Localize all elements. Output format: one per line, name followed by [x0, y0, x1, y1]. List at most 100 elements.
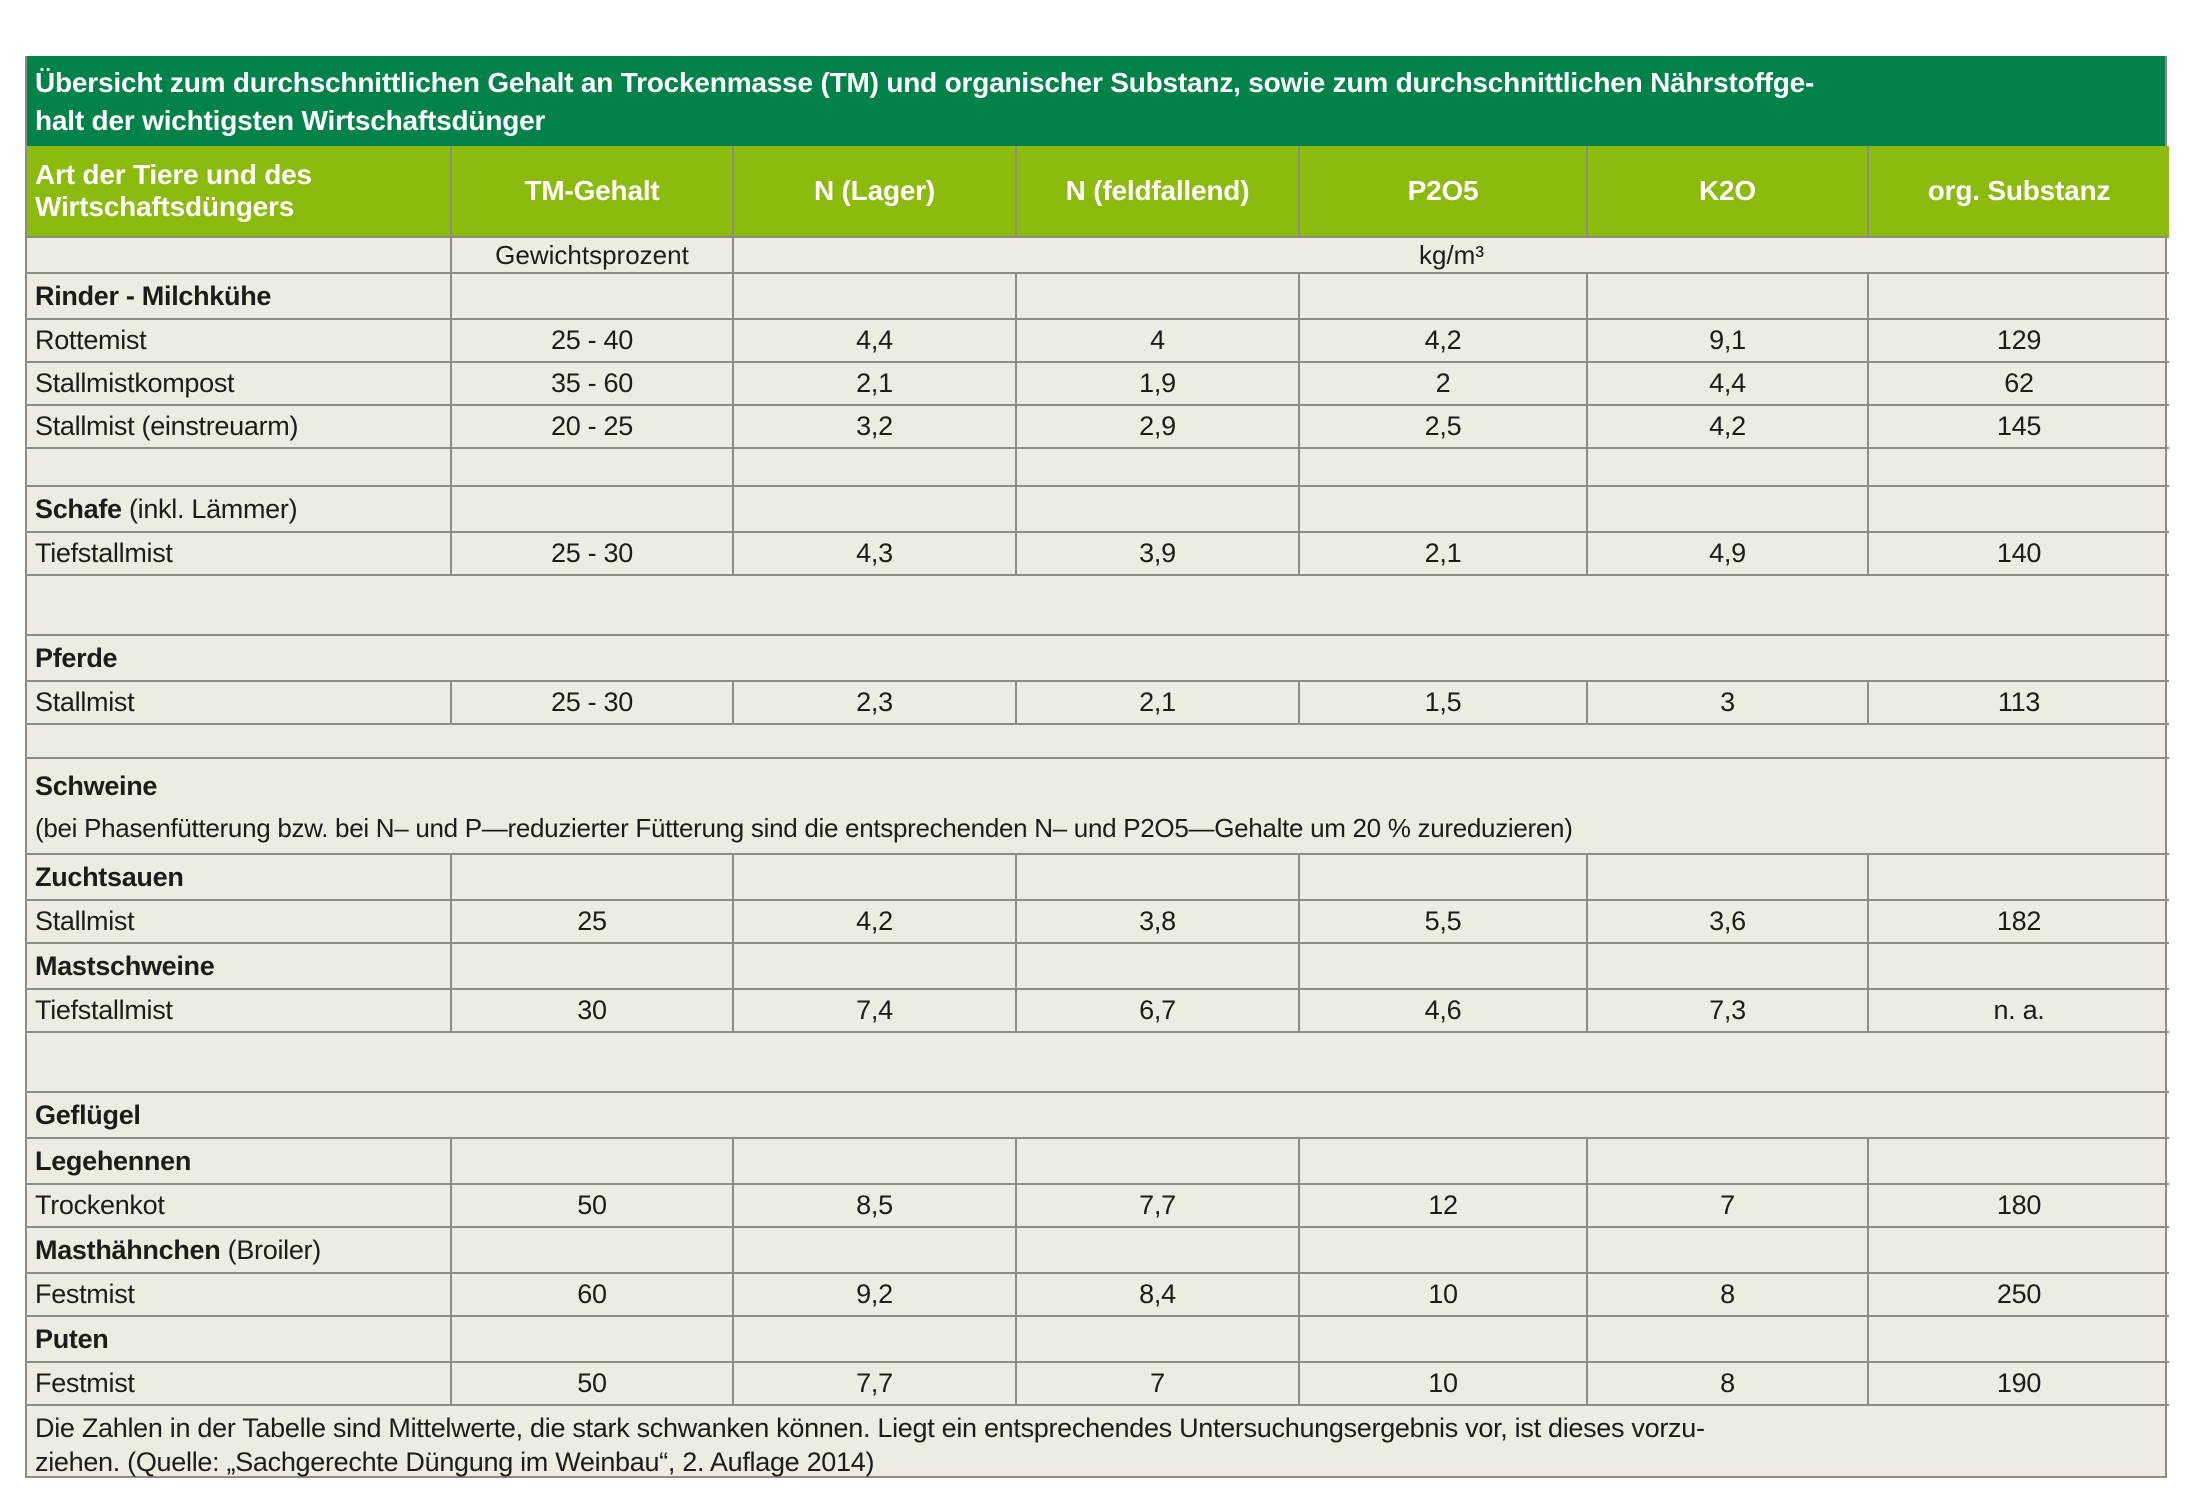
empty-cell [27, 449, 450, 487]
empty-cell [1298, 449, 1586, 487]
empty-cell [1867, 487, 2169, 533]
empty-cell [1015, 274, 1298, 320]
section-row: Schafe (inkl. Lämmer) [27, 487, 2169, 533]
value-cell: 129 [1867, 320, 2169, 363]
section-row: Zuchtsauen [27, 855, 2169, 901]
data-row: Tiefstallmist 30 7,4 6,7 4,6 7,3 n. a. [27, 990, 2169, 1033]
value-cell: 9,1 [1586, 320, 1867, 363]
value-cell: 60 [450, 1274, 732, 1317]
column-header-n-feldfallend: N (feldfallend) [1015, 146, 1298, 238]
value-cell: 140 [1867, 533, 2169, 576]
value-cell: 25 - 40 [450, 320, 732, 363]
column-header-animal-type: Art der Tiere und des Wirtschaftsdüngers [27, 146, 450, 238]
nutrient-table: Art der Tiere und des Wirtschaftsdüngers… [27, 146, 2169, 1406]
data-row: Festmist 60 9,2 8,4 10 8 250 [27, 1274, 2169, 1317]
data-row: Trockenkot 50 8,5 7,7 12 7 180 [27, 1185, 2169, 1228]
empty-cell [450, 1228, 732, 1274]
value-cell: 9,2 [732, 1274, 1015, 1317]
value-cell: n. a. [1867, 990, 2169, 1033]
empty-cell [1298, 1139, 1586, 1185]
units-empty-cell [27, 238, 450, 274]
value-cell: 4,2 [732, 901, 1015, 944]
empty-cell [1867, 1139, 2169, 1185]
value-cell: 2 [1298, 363, 1586, 406]
empty-cell [450, 487, 732, 533]
value-cell: 7,7 [1015, 1185, 1298, 1228]
spacer-row [27, 449, 2169, 487]
animal-group-cell: Pferde [27, 636, 2169, 682]
table-footnote: Die Zahlen in der Tabelle sind Mittelwer… [27, 1406, 2165, 1477]
value-cell: 10 [1298, 1274, 1586, 1317]
value-cell: 7,7 [732, 1363, 1015, 1406]
value-cell: 30 [450, 990, 732, 1033]
empty-cell [1867, 944, 2169, 990]
empty-cell [1586, 487, 1867, 533]
manure-type-cell: Stallmistkompost [27, 363, 450, 406]
column-header-tm-gehalt: TM-Gehalt [450, 146, 732, 238]
empty-cell [1298, 855, 1586, 901]
empty-cell [1586, 274, 1867, 320]
animal-group-label: Geflügel [35, 1099, 141, 1130]
data-row: Rottemist 25 - 40 4,4 4 4,2 9,1 129 [27, 320, 2169, 363]
animal-group-label: Mastschweine [35, 950, 215, 981]
empty-cell [1867, 274, 2169, 320]
footnote-line1: Die Zahlen in der Tabelle sind Mittelwer… [35, 1413, 1705, 1443]
section-row: Mastschweine [27, 944, 2169, 990]
empty-cell [1867, 1228, 2169, 1274]
data-row: Festmist 50 7,7 7 10 8 190 [27, 1363, 2169, 1406]
value-cell: 10 [1298, 1363, 1586, 1406]
empty-cell [1867, 855, 2169, 901]
value-cell: 3,6 [1586, 901, 1867, 944]
animal-group-label: Puten [35, 1323, 109, 1354]
empty-cell [732, 1317, 1015, 1363]
empty-cell [732, 855, 1015, 901]
empty-cell [1015, 944, 1298, 990]
empty-cell [450, 274, 732, 320]
column-header-n-lager: N (Lager) [732, 146, 1015, 238]
value-cell: 12 [1298, 1185, 1586, 1228]
section-row: Pferde [27, 636, 2169, 682]
manure-type-cell: Rottemist [27, 320, 450, 363]
value-cell: 8 [1586, 1363, 1867, 1406]
value-cell: 25 - 30 [450, 533, 732, 576]
animal-group-suffix: (Broiler) [220, 1234, 322, 1265]
animal-group-label: Schweine [35, 771, 158, 801]
section-row: Rinder - Milchkühe [27, 274, 2169, 320]
value-cell: 3 [1586, 682, 1867, 725]
value-cell: 3,8 [1015, 901, 1298, 944]
value-cell: 2,1 [732, 363, 1015, 406]
animal-group-label: Schafe [35, 493, 122, 524]
value-cell: 2,5 [1298, 406, 1586, 449]
animal-group-cell: Masthähnchen (Broiler) [27, 1228, 450, 1274]
table-title-banner: Übersicht zum durchschnittlichen Gehalt … [27, 56, 2165, 146]
value-cell: 7,3 [1586, 990, 1867, 1033]
empty-cell [1298, 487, 1586, 533]
animal-group-suffix: (inkl. Lämmer) [121, 493, 298, 524]
units-row: Gewichtsprozent kg/m³ [27, 238, 2169, 274]
spacer-row [27, 576, 2169, 636]
value-cell: 4,9 [1586, 533, 1867, 576]
value-cell: 7,4 [732, 990, 1015, 1033]
animal-group-label: Masthähnchen [35, 1234, 221, 1265]
empty-cell [1298, 944, 1586, 990]
section-row: Geflügel [27, 1093, 2169, 1139]
section-row: Masthähnchen (Broiler) [27, 1228, 2169, 1274]
value-cell: 4,4 [732, 320, 1015, 363]
empty-cell [450, 1317, 732, 1363]
value-cell: 2,1 [1298, 533, 1586, 576]
animal-group-cell: Mastschweine [27, 944, 450, 990]
value-cell: 2,3 [732, 682, 1015, 725]
value-cell: 25 - 30 [450, 682, 732, 725]
value-cell: 1,5 [1298, 682, 1586, 725]
table-title-line1: Übersicht zum durchschnittlichen Gehalt … [35, 67, 1815, 98]
empty-cell [1586, 1317, 1867, 1363]
empty-cell [450, 449, 732, 487]
value-cell: 180 [1867, 1185, 2169, 1228]
units-kg-per-m3-cell: kg/m³ [732, 238, 2169, 274]
data-row: Stallmist 25 - 30 2,3 2,1 1,5 3 113 [27, 682, 2169, 725]
empty-cell [450, 1139, 732, 1185]
value-cell: 20 - 25 [450, 406, 732, 449]
table-body: Rinder - Milchkühe Rottemist 25 - 40 4,4 4 4,… [27, 274, 2169, 1406]
value-cell: 4 [1015, 320, 1298, 363]
empty-cell [732, 274, 1015, 320]
